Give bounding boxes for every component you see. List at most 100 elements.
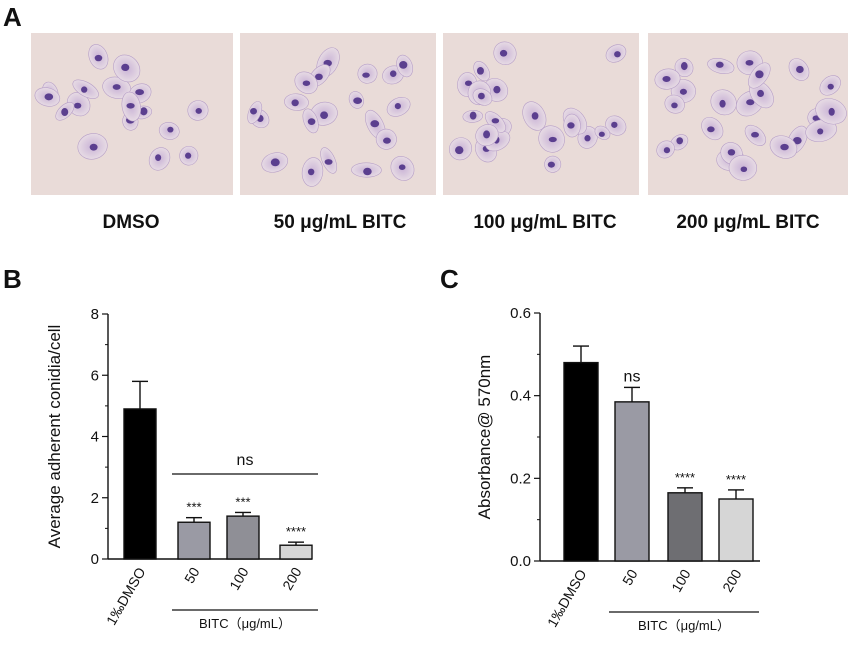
cell-nucleus: [464, 80, 473, 86]
panel-a-letter: A: [3, 2, 22, 32]
micrograph-3: [443, 33, 639, 195]
cell-nucleus: [81, 86, 88, 93]
x-tick-label: 50: [181, 564, 203, 586]
micrograph-row: DMSO 50 μg/mL BITC 100 μg/mL BITC 200 μg/mL…: [31, 33, 848, 233]
cell-nucleus: [89, 143, 98, 151]
cell-nucleus: [140, 107, 148, 116]
cell-nucleus: [250, 107, 257, 115]
cell-nucleus: [827, 83, 834, 90]
cell-nucleus: [611, 121, 618, 128]
cell-cluster: [247, 47, 415, 187]
y-tick-label: 6: [91, 367, 99, 384]
cell-nucleus: [817, 128, 824, 135]
cell-nucleus: [796, 65, 804, 74]
panel-b-letter: B: [3, 264, 22, 294]
x-axis-label: BITC（μg/mL）: [199, 616, 291, 631]
bar-3: [667, 492, 703, 562]
micrograph-caption: DMSO: [103, 212, 160, 233]
significance-label: ****: [286, 524, 306, 539]
cell-cluster: [34, 44, 209, 171]
cell-nucleus: [751, 131, 759, 138]
cell-nucleus: [679, 88, 687, 95]
cell-nucleus: [755, 70, 764, 79]
bar-1: [123, 408, 157, 560]
significance-label: ****: [726, 472, 746, 487]
bar-1: [563, 361, 599, 562]
bar-2: [614, 401, 650, 562]
cell-nucleus: [291, 99, 299, 107]
bar-4: [279, 544, 313, 560]
cell-nucleus: [73, 102, 82, 109]
y-tick-label: 0.2: [510, 470, 531, 487]
cell-nucleus: [302, 80, 311, 86]
cell-nucleus: [707, 126, 715, 133]
cell-nucleus: [663, 147, 671, 154]
cell-nucleus: [598, 131, 605, 137]
y-tick-label: 0.4: [510, 388, 531, 405]
x-tick-label: 200: [279, 564, 305, 592]
chart-b: 0 2 4 6 8 Average adherent conidia/cell 1‰DMSO…: [45, 306, 318, 631]
cell-nucleus: [478, 92, 485, 100]
cell-nucleus: [662, 75, 671, 83]
bar-4: [718, 498, 754, 562]
bar-2: [177, 521, 211, 560]
micrograph-4: [648, 33, 848, 195]
x-axis-label: BITC（μg/mL）: [638, 618, 730, 633]
cell-nucleus: [746, 99, 755, 106]
cell-nucleus: [315, 73, 323, 81]
cell-nucleus: [353, 97, 363, 104]
cell-nucleus: [740, 166, 748, 173]
cell-nucleus: [828, 107, 835, 116]
cell-nucleus: [671, 102, 678, 109]
cell-nucleus: [745, 59, 754, 66]
cell-nucleus: [757, 89, 764, 98]
x-tick-label: 100: [226, 564, 252, 592]
cell-nucleus: [399, 60, 408, 69]
cell-nucleus: [167, 126, 174, 133]
bar-3: [226, 515, 260, 560]
cell-nucleus: [715, 61, 724, 68]
cell-nucleus: [121, 63, 130, 72]
cell-nucleus: [499, 49, 508, 57]
cell-nucleus: [680, 62, 688, 71]
cell-nucleus: [307, 118, 316, 125]
micrograph-2: [240, 33, 436, 195]
cell-nucleus: [135, 89, 145, 96]
significance-label: ***: [235, 494, 250, 509]
cell-nucleus: [493, 85, 501, 94]
cell-nucleus: [320, 111, 329, 120]
cell-nucleus: [155, 154, 162, 162]
cell-nucleus: [394, 102, 401, 110]
cell-nucleus: [531, 112, 539, 120]
micrograph-caption: 50 μg/mL BITC: [274, 212, 407, 233]
cell-nucleus: [547, 161, 555, 168]
y-axis-label: Average adherent conidia/cell: [45, 325, 64, 549]
cell-nucleus: [44, 93, 54, 101]
cell-nucleus: [614, 51, 621, 58]
cell-nucleus: [719, 99, 726, 108]
cell-nucleus: [483, 130, 491, 139]
cell-nucleus: [363, 167, 372, 176]
cell-nucleus: [469, 111, 477, 120]
cell-nucleus: [324, 159, 333, 165]
cell-nucleus: [491, 118, 500, 124]
y-tick-label: 0.0: [510, 553, 531, 570]
cell-nucleus: [389, 70, 397, 78]
micrograph-caption: 100 μg/mL BITC: [473, 212, 617, 233]
panel-c-letter: C: [440, 264, 459, 294]
y-axis-label: Absorbance@ 570nm: [475, 355, 494, 520]
cell-nucleus: [567, 122, 575, 129]
cell-nucleus: [94, 54, 103, 62]
significance-label: ***: [186, 500, 201, 515]
chart-c: 0.0 0.2 0.4 0.6 Absorbance@ 570nm 1‰DMSO ns 50 *…: [475, 305, 760, 633]
y-tick-label: 8: [91, 306, 99, 323]
ns-bracket-label: ns: [237, 452, 254, 469]
cell-nucleus: [370, 120, 380, 128]
y-tick-label: 4: [91, 429, 99, 446]
cell-nucleus: [398, 164, 406, 170]
cell-nucleus: [195, 107, 202, 114]
significance-label: ns: [624, 368, 641, 385]
x-tick-label: 200: [719, 566, 745, 594]
micrograph-caption: 200 μg/mL BITC: [676, 212, 820, 233]
cell-nucleus: [727, 149, 736, 156]
